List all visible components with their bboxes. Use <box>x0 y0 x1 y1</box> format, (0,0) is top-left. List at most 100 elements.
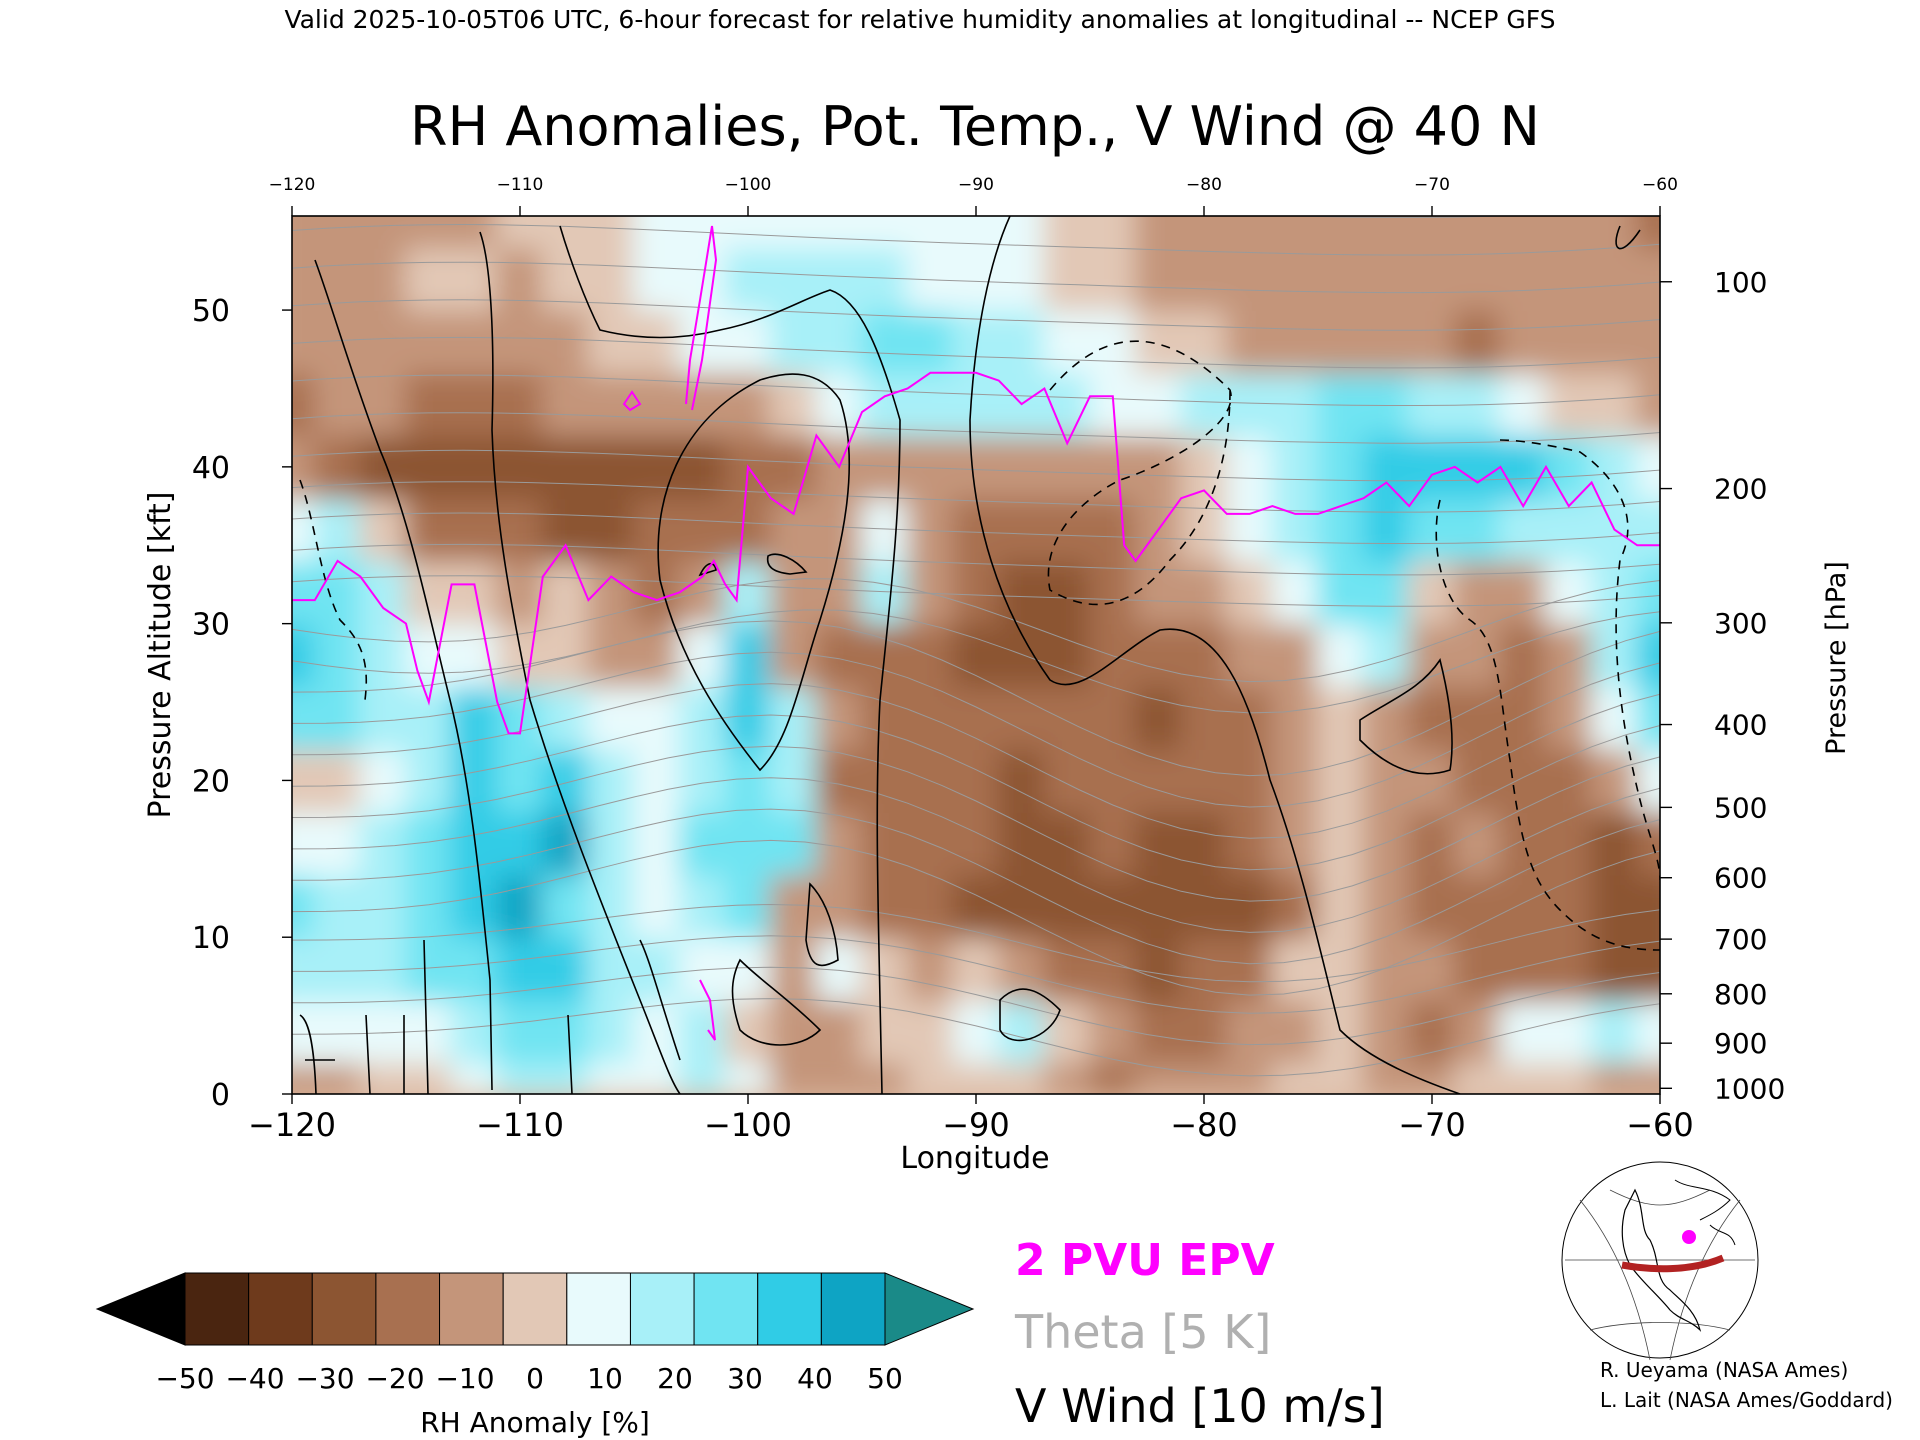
heatmap-cell <box>1225 246 1274 312</box>
heatmap-cell <box>952 998 1000 1064</box>
heatmap-cell <box>541 559 590 625</box>
heatmap-cell <box>769 309 818 374</box>
heatmap-cell <box>313 685 362 751</box>
heatmap-cell <box>313 936 362 1001</box>
heatmap-cell <box>1636 246 1660 312</box>
heatmap-cell <box>1180 559 1228 625</box>
x-top-tick-label: −100 <box>725 175 772 195</box>
heatmap-cell <box>861 998 909 1064</box>
colorbar-swatch <box>375 1272 441 1346</box>
heatmap-cell <box>1636 685 1660 751</box>
heatmap-cell <box>292 873 316 939</box>
heatmap-cell <box>450 873 499 939</box>
heatmap-cell <box>1499 873 1547 939</box>
heatmap-cell <box>1499 810 1547 876</box>
heatmap-cell <box>1453 559 1502 625</box>
theta-contour-line <box>292 839 1660 996</box>
heatmap-cell <box>496 1061 544 1094</box>
heatmap-cell <box>906 1061 955 1094</box>
pressure-tick-label: 700 <box>1714 923 1767 956</box>
theta-contour-line <box>292 903 1660 983</box>
heatmap-cell <box>496 748 544 813</box>
heatmap-cell <box>1089 309 1137 374</box>
heatmap-cell <box>1362 810 1411 876</box>
heatmap-cell <box>815 497 863 562</box>
theta-contour-line <box>292 777 1660 933</box>
heatmap-cell <box>405 371 453 437</box>
heatmap-cell <box>1362 434 1411 500</box>
heatmap-cell <box>1362 873 1411 939</box>
heatmap-cell <box>1453 936 1502 1001</box>
heatmap-cell <box>1180 246 1228 312</box>
heatmap-cell <box>292 936 316 1001</box>
heatmap-cell <box>861 1061 909 1094</box>
heatmap-cell <box>997 748 1046 813</box>
heatmap-cell <box>678 998 727 1064</box>
heatmap-cell <box>1271 246 1319 312</box>
heatmap-cell <box>1636 216 1660 249</box>
heatmap-cell <box>313 497 362 562</box>
y-tick-label: 40 <box>192 451 230 486</box>
heatmap-cell <box>1271 434 1319 500</box>
heatmap-cell <box>541 246 590 312</box>
heatmap-cell <box>678 246 727 312</box>
heatmap-cell <box>1636 936 1660 1001</box>
pressure-tick-label: 200 <box>1714 473 1767 506</box>
heatmap-cell <box>952 371 1000 437</box>
heatmap-cell <box>496 998 544 1064</box>
heatmap-cell <box>1499 748 1547 813</box>
v-wind-contour-line <box>1615 225 1641 250</box>
heatmap-cell <box>1590 810 1639 876</box>
heatmap-cell <box>405 622 453 688</box>
heatmap-cell <box>405 810 453 876</box>
heatmap-cell <box>1590 998 1639 1064</box>
heatmap-cell <box>633 873 681 939</box>
x-tick-label: −100 <box>704 1106 792 1144</box>
heatmap-cell <box>359 685 407 751</box>
heatmap-cell <box>1453 873 1502 939</box>
heatmap-cell <box>861 309 909 374</box>
heatmap-cell <box>292 371 316 437</box>
heatmap-cell <box>313 434 362 500</box>
heatmap-cell <box>1225 936 1274 1001</box>
heatmap-cell <box>1317 873 1365 939</box>
heatmap-cell <box>724 748 772 813</box>
heatmap-cell <box>1408 998 1456 1064</box>
heatmap-cell <box>1499 622 1547 688</box>
pressure-tick-label: 600 <box>1714 862 1767 895</box>
heatmap-cell <box>1362 371 1411 437</box>
heatmap-cell <box>952 622 1000 688</box>
heatmap-cell <box>587 1061 635 1094</box>
heatmap-cell <box>359 748 407 813</box>
heatmap-cell <box>633 998 681 1064</box>
heatmap-cell <box>997 246 1046 312</box>
heatmap-cell <box>633 622 681 688</box>
heatmap-cell <box>587 434 635 500</box>
theta-contour-line <box>292 714 1660 871</box>
heatmap-cell <box>1043 216 1091 249</box>
heatmap-cell <box>1453 1061 1502 1094</box>
v-wind-contour-line <box>365 939 681 1094</box>
heatmap-cell <box>1225 998 1274 1064</box>
heatmap-cell <box>997 309 1046 374</box>
heatmap-cell <box>1362 748 1411 813</box>
heatmap-cell <box>496 216 544 249</box>
colorbar-swatch <box>693 1272 759 1346</box>
credit-line-1: R. Ueyama (NASA Ames) <box>1600 1358 1848 1382</box>
x-tick-label: −90 <box>942 1106 1010 1144</box>
colorbar-swatch <box>629 1272 695 1346</box>
heatmap-cell <box>1180 748 1228 813</box>
heatmap-cell <box>952 748 1000 813</box>
heatmap-cell <box>952 936 1000 1001</box>
heatmap-cell <box>1089 748 1137 813</box>
heatmap-cell <box>633 434 681 500</box>
heatmap-cell <box>1043 998 1091 1064</box>
heatmap-cell <box>1134 810 1183 876</box>
heatmap-cell <box>1453 246 1502 312</box>
heatmap-cell <box>1408 434 1456 500</box>
heatmap-cell <box>861 371 909 437</box>
heatmap-cell <box>1362 246 1411 312</box>
heatmap-cell <box>724 216 772 249</box>
colorbar-tick-label: 20 <box>657 1362 693 1395</box>
pressure-tick-label: 300 <box>1714 607 1767 640</box>
